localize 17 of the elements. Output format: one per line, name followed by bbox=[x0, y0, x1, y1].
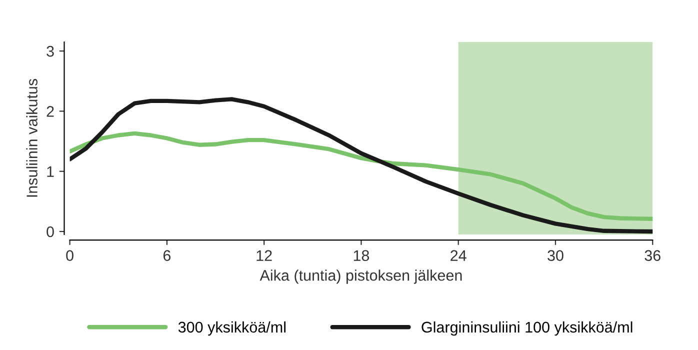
x-tick-label: 0 bbox=[66, 250, 74, 261]
y-tick-label: 3 bbox=[46, 46, 54, 57]
x-tick-label: 30 bbox=[548, 250, 564, 261]
y-tick-label: 0 bbox=[46, 226, 54, 238]
x-tick-label: 18 bbox=[354, 250, 370, 261]
y-tick-label: 2 bbox=[46, 106, 54, 117]
line-series bbox=[70, 131, 653, 221]
x-tick-label: 24 bbox=[450, 250, 466, 261]
legend-label: Glargininsuliini 100 yksikköä/ml bbox=[422, 321, 632, 336]
x-tick-label: 12 bbox=[256, 250, 272, 261]
x-axis-title: Aika (tuntia) pistoksen jälkeen bbox=[260, 270, 462, 284]
legend-label: 300 yksikköä/ml bbox=[178, 321, 286, 336]
x-tick-label: 36 bbox=[644, 250, 660, 261]
x-tick-label: 6 bbox=[163, 250, 171, 261]
y-axis-title: Insuliinin vaikutus bbox=[26, 78, 38, 197]
line-series bbox=[70, 97, 653, 234]
y-tick-label: 1 bbox=[47, 166, 54, 177]
